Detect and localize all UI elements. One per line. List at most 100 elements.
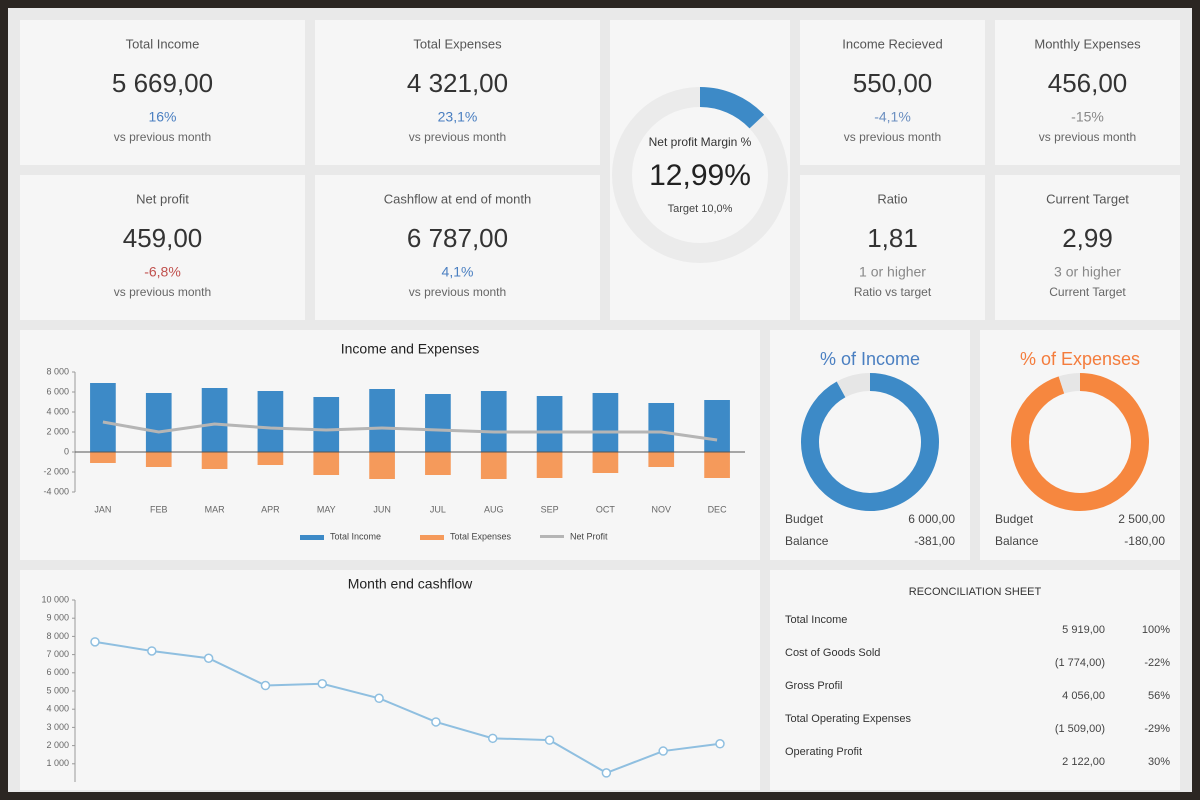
x-tick-label: MAY xyxy=(317,504,336,514)
card xyxy=(610,20,790,320)
kpi-value: 1,81 xyxy=(867,223,918,253)
card xyxy=(20,175,305,320)
x-tick-label: SEP xyxy=(541,504,559,514)
card xyxy=(315,20,600,165)
bar xyxy=(145,393,172,452)
bar xyxy=(257,391,284,452)
kpi-change: -4,1% xyxy=(874,109,911,125)
y-tick-label: -2 000 xyxy=(43,466,69,476)
gauge-subtitle: Target 10,0% xyxy=(668,203,733,215)
stat-label: Balance xyxy=(995,534,1039,548)
kpi-note: vs previous month xyxy=(114,285,211,299)
card xyxy=(800,20,985,165)
row-value: 2 122,00 xyxy=(1062,756,1105,768)
bar xyxy=(425,452,451,475)
y-tick-label: 5 000 xyxy=(46,685,69,695)
row-percent: 56% xyxy=(1148,690,1170,702)
gauge-arc xyxy=(699,87,765,129)
x-tick-label: NOV xyxy=(651,504,671,514)
bar xyxy=(536,452,563,478)
y-tick-label: 6 000 xyxy=(46,667,69,677)
point xyxy=(544,735,555,745)
row-label: Total Operating Expenses xyxy=(785,713,911,725)
bar xyxy=(369,452,395,479)
donut-slice xyxy=(1058,373,1081,394)
kpi-change: -15% xyxy=(1071,109,1104,125)
line xyxy=(102,420,718,442)
legend-swatch xyxy=(420,535,444,540)
donut-slice xyxy=(1011,373,1149,511)
stat-label: Budget xyxy=(785,512,824,526)
card xyxy=(315,175,600,320)
point xyxy=(260,680,271,691)
legend-swatch xyxy=(540,535,564,538)
y-tick-label: 3 000 xyxy=(46,722,69,732)
stat-label: Balance xyxy=(785,534,829,548)
x-tick-label: APR xyxy=(261,504,280,514)
x-tick-label: OCT xyxy=(596,504,616,514)
y-tick-label: 1 000 xyxy=(46,758,69,768)
bar xyxy=(480,391,507,452)
chart-title: Income and Expenses xyxy=(341,341,480,357)
bar xyxy=(369,389,395,452)
row-label: Cost of Goods Sold xyxy=(785,647,880,659)
row-label: Total Income xyxy=(785,614,847,626)
y-tick-label: 6 000 xyxy=(46,386,69,396)
legend-label: Net Profit xyxy=(570,531,608,541)
row-percent: 30% xyxy=(1148,756,1170,768)
point xyxy=(487,733,498,744)
gauge-value: 12,99% xyxy=(649,159,751,192)
bar xyxy=(704,452,730,478)
row-percent: 100% xyxy=(1142,624,1170,636)
kpi-note: vs previous month xyxy=(409,285,506,299)
y-tick-label: 8 000 xyxy=(46,366,69,376)
bar xyxy=(648,452,675,467)
bar xyxy=(648,403,675,452)
kpi-value: 4 321,00 xyxy=(407,68,508,98)
stat-value: 6 000,00 xyxy=(908,512,955,526)
kpi-change: 23,1% xyxy=(438,109,478,125)
x-tick-label: FEB xyxy=(150,504,168,514)
y-tick-label: 7 000 xyxy=(46,649,69,659)
y-tick-label: 4 000 xyxy=(46,704,69,714)
kpi-change: 3 or higher xyxy=(1054,264,1121,280)
card xyxy=(770,570,1180,790)
kpi-title: Total Expenses xyxy=(413,36,502,51)
x-tick-label: JAN xyxy=(94,504,111,514)
kpi-note: vs previous month xyxy=(409,130,506,144)
row-value: 4 056,00 xyxy=(1062,690,1105,702)
bar xyxy=(536,396,563,452)
kpi-note: vs previous month xyxy=(114,130,211,144)
card xyxy=(800,175,985,320)
kpi-note: Current Target xyxy=(1049,285,1126,299)
donut-title: % of Income xyxy=(820,349,920,369)
gauge-title: Net profit Margin % xyxy=(649,135,752,149)
row-value: 5 919,00 xyxy=(1062,624,1105,636)
kpi-title: Income Recieved xyxy=(842,36,942,51)
kpi-change: 1 or higher xyxy=(859,264,926,280)
y-tick-label: -4 000 xyxy=(43,486,69,496)
kpi-title: Ratio xyxy=(877,191,907,206)
bar xyxy=(480,452,507,479)
row-label: Operating Profit xyxy=(785,746,862,758)
kpi-title: Net profit xyxy=(136,191,189,206)
kpi-value: 550,00 xyxy=(853,68,933,98)
kpi-value: 456,00 xyxy=(1048,68,1128,98)
bar xyxy=(592,393,619,452)
row-percent: -29% xyxy=(1144,723,1170,735)
bar xyxy=(313,397,340,452)
y-tick-label: 2 000 xyxy=(46,426,69,436)
bar xyxy=(592,452,619,473)
point xyxy=(658,746,668,756)
card xyxy=(20,20,305,165)
legend-label: Total Expenses xyxy=(450,531,512,541)
stat-value: 2 500,00 xyxy=(1118,512,1165,526)
donut-title: % of Expenses xyxy=(1020,349,1140,369)
bar xyxy=(201,452,228,469)
point xyxy=(715,739,725,749)
point xyxy=(374,693,384,704)
card xyxy=(995,20,1180,165)
stat-label: Budget xyxy=(995,512,1034,526)
kpi-title: Total Income xyxy=(126,36,200,51)
row-value: (1 774,00) xyxy=(1055,657,1105,669)
